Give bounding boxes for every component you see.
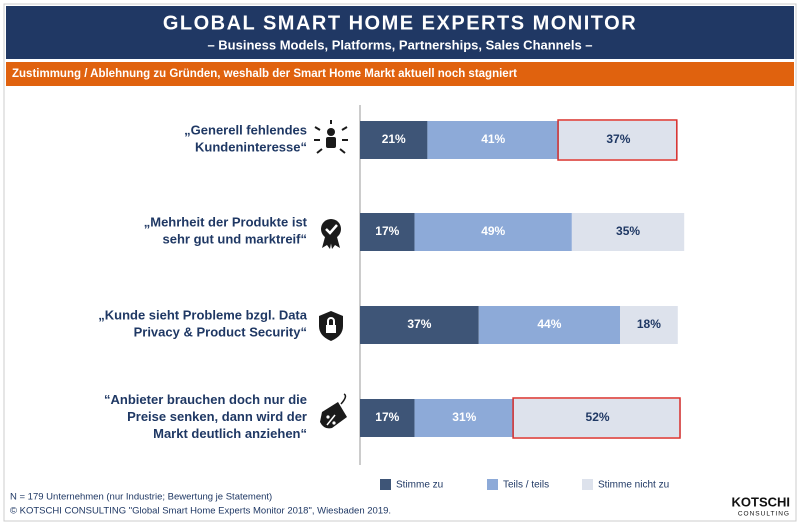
category-label: „Generell fehlendes Kundeninteresse“ [184, 123, 307, 155]
bar-segment [427, 121, 560, 159]
footnote: © KOTSCHI CONSULTING "Global Smart Home … [10, 506, 391, 517]
highlight-box [557, 119, 678, 161]
bar-segment [360, 399, 415, 437]
logo-main: KOTSCHI [732, 494, 791, 509]
bar-segment [571, 213, 685, 251]
value-label: 35% [616, 224, 640, 238]
footnote: N = 179 Unternehmen (nur Industrie; Bewe… [10, 492, 272, 503]
icon-shield [319, 311, 343, 341]
legend-swatch [487, 479, 498, 490]
header-box [6, 6, 794, 59]
bar-segment [360, 306, 479, 344]
value-label: 17% [375, 224, 399, 238]
legend-label: Stimme zu [396, 480, 443, 491]
bar-segment [514, 399, 681, 437]
category-label: „Kunde sieht Probleme bzgl. Data Privacy … [98, 308, 308, 340]
chart-subtitle: – Business Models, Platforms, Partnershi… [207, 37, 592, 52]
value-label: 44% [537, 317, 561, 331]
icon-person [314, 120, 348, 154]
chart-title: GLOBAL SMART HOME EXPERTS MONITOR [163, 12, 637, 34]
value-label: 41% [481, 132, 505, 146]
highlight-box [512, 397, 681, 439]
bar-segment [478, 306, 621, 344]
icon-badge [321, 219, 341, 249]
bar-segment [559, 121, 678, 159]
value-label: 49% [481, 224, 505, 238]
logo-sub: CONSULTING [738, 511, 790, 518]
legend-label: Stimme nicht zu [598, 480, 669, 491]
value-label: 37% [606, 132, 630, 146]
bar-segment [360, 213, 415, 251]
value-label: 52% [586, 410, 610, 424]
value-label: 17% [375, 410, 399, 424]
value-label: 31% [452, 410, 476, 424]
legend-label: Teils / teils [503, 480, 549, 491]
bar-segment [414, 399, 515, 437]
legend-swatch [582, 479, 593, 490]
value-label: 21% [382, 132, 406, 146]
heading: Zustimmung / Ablehnung zu Gründen, wesha… [12, 68, 517, 80]
value-label: 18% [637, 317, 661, 331]
bar-segment [414, 213, 572, 251]
category-label: „Mehrheit der Produkte ist sehr gut und m… [144, 215, 308, 247]
bar-segment [620, 306, 678, 344]
category-label: “Anbieter brauchen doch nur die Preise se… [104, 392, 307, 441]
heading-bar [6, 62, 794, 86]
legend-swatch [380, 479, 391, 490]
value-label: 37% [407, 317, 431, 331]
bar-segment [360, 121, 428, 159]
icon-tag [320, 393, 347, 429]
